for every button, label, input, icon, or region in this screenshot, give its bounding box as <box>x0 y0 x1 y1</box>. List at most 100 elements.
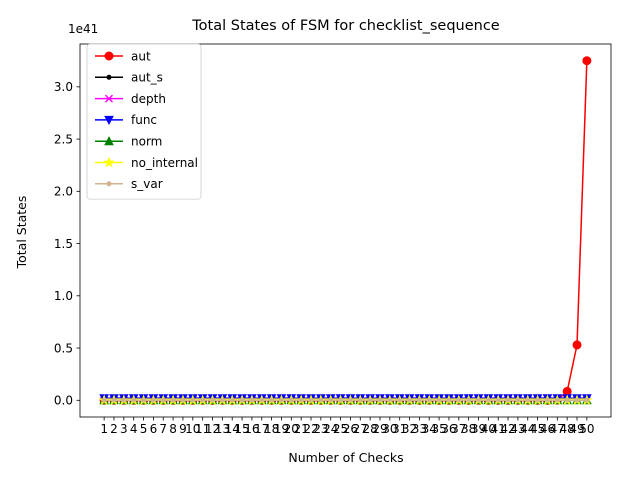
x-tick-label: 35 <box>431 422 446 436</box>
data-point <box>387 397 393 403</box>
data-point <box>338 397 344 403</box>
data-point <box>584 397 590 403</box>
data-point <box>515 397 521 403</box>
data-point <box>535 397 541 403</box>
x-tick-label: 2 <box>110 422 118 436</box>
y-tick-label: 0.5 <box>54 341 73 355</box>
legend-marker <box>104 51 114 61</box>
x-tick-label: 27 <box>353 422 368 436</box>
x-tick-label: 39 <box>471 422 486 436</box>
y-axis-label: Total States <box>14 196 29 270</box>
legend-entry: aut_s <box>95 71 163 85</box>
data-point <box>200 397 206 403</box>
data-point <box>485 397 491 403</box>
x-tick-label: 6 <box>150 422 158 436</box>
legend-marker <box>104 136 114 146</box>
axes-frame <box>79 43 612 418</box>
data-point <box>328 397 334 403</box>
x-tick-label: 36 <box>441 422 456 436</box>
legend-label: func <box>131 113 157 127</box>
legend-box <box>86 43 202 200</box>
x-tick-label: 22 <box>303 422 318 436</box>
legend-marker <box>106 74 112 80</box>
data-point <box>456 397 462 403</box>
data-point <box>278 397 284 403</box>
x-tick-label: 28 <box>362 422 377 436</box>
x-tick-label: 37 <box>451 422 466 436</box>
x-tick-label: 38 <box>461 422 476 436</box>
x-tick-label: 16 <box>244 422 259 436</box>
x-tick-label: 19 <box>274 422 289 436</box>
legend-label: depth <box>131 92 166 106</box>
legend-entry: depth <box>95 92 166 106</box>
data-point <box>111 397 117 403</box>
data-point <box>525 397 531 403</box>
y-tick-label: 0.0 <box>54 394 73 408</box>
x-tick-label: 23 <box>313 422 328 436</box>
data-point <box>475 397 481 403</box>
x-tick-label: 13 <box>215 422 230 436</box>
data-point <box>229 397 235 403</box>
data-point <box>574 397 580 403</box>
data-point <box>269 397 275 403</box>
data-point <box>180 397 186 403</box>
x-tick-label: 49 <box>569 422 584 436</box>
y-axis-multiplier: 1e41 <box>68 22 98 36</box>
x-tick-label: 12 <box>205 422 220 436</box>
x-tick-label: 3 <box>120 422 128 436</box>
legend-label: aut <box>131 49 151 63</box>
data-point <box>495 397 501 403</box>
x-tick-label: 45 <box>530 422 545 436</box>
legend-entry: no_internal <box>95 156 198 170</box>
x-tick-label: 29 <box>372 422 387 436</box>
data-point <box>170 397 176 403</box>
legend-entry: s_var <box>95 177 163 191</box>
data-point <box>318 397 324 403</box>
legend-label: norm <box>131 135 162 149</box>
data-point <box>150 397 156 403</box>
data-point <box>572 340 582 350</box>
x-tick-label: 50 <box>579 422 594 436</box>
data-point <box>397 397 403 403</box>
y-tick-label: 2.0 <box>54 185 73 199</box>
x-tick-label: 48 <box>560 422 575 436</box>
x-tick-label: 17 <box>254 422 269 436</box>
data-point <box>426 397 432 403</box>
x-tick-label: 7 <box>159 422 167 436</box>
x-tick-label: 8 <box>169 422 177 436</box>
data-point <box>582 56 592 66</box>
x-tick-label: 42 <box>500 422 515 436</box>
x-tick-label: 11 <box>195 422 210 436</box>
x-tick-label: 18 <box>264 422 279 436</box>
data-point <box>298 397 304 403</box>
data-point <box>544 397 550 403</box>
legend-marker <box>105 94 113 103</box>
y-tick-label: 3.0 <box>54 80 73 94</box>
x-tick-label: 4 <box>130 422 138 436</box>
legend-label: aut_s <box>131 71 163 85</box>
x-tick-label: 20 <box>284 422 299 436</box>
data-point <box>446 397 452 403</box>
x-axis-label: Number of Checks <box>288 450 403 465</box>
data-point <box>121 397 127 403</box>
data-point <box>249 397 255 403</box>
data-point <box>505 397 511 403</box>
x-tick-label: 34 <box>422 422 437 436</box>
data-point <box>239 397 245 403</box>
x-tick-label: 43 <box>510 422 525 436</box>
y-tick-label: 1.5 <box>54 237 73 251</box>
legend-label: s_var <box>131 177 163 191</box>
x-tick-label: 40 <box>481 422 496 436</box>
x-tick-label: 31 <box>392 422 407 436</box>
axes-layer: 1 2 3 4 5 6 7 8 91011121314151617181920212223242… <box>54 43 612 436</box>
x-tick-label: 21 <box>294 422 309 436</box>
data-point <box>288 397 294 403</box>
data-point <box>101 397 107 403</box>
y-tick-label: 2.5 <box>54 132 73 146</box>
x-tick-label: 41 <box>491 422 506 436</box>
data-point <box>367 397 373 403</box>
x-tick-label: 5 <box>140 422 148 436</box>
x-tick-label: 44 <box>520 422 535 436</box>
series-s-var <box>101 397 590 403</box>
